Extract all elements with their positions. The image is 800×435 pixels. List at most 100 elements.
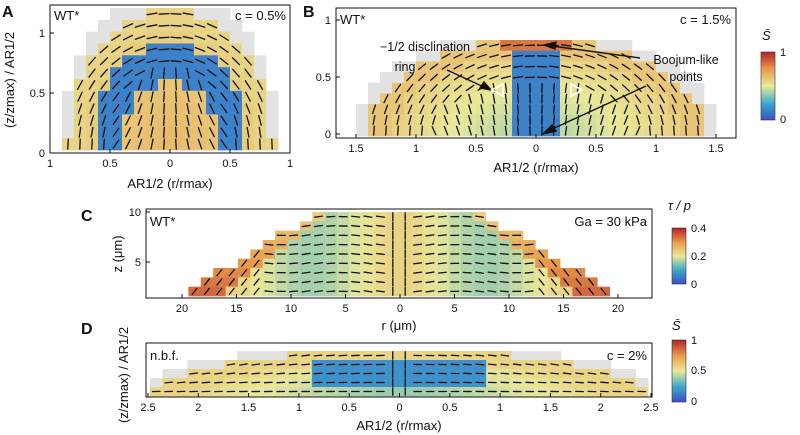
director-segment (553, 104, 555, 115)
director-segment (89, 91, 95, 102)
director-segment (186, 67, 190, 79)
disclination-marker-right (570, 82, 584, 98)
director-segment (351, 224, 361, 228)
colorbar-tau-title: τ / p (668, 198, 691, 213)
director-segment (301, 372, 311, 375)
director-segment (125, 91, 131, 102)
director-segment (646, 73, 654, 82)
director-segment (78, 114, 82, 126)
director-segment (253, 259, 260, 268)
director-segment (233, 103, 239, 114)
heatmap-empty-cell (249, 351, 263, 361)
director-segment (351, 290, 361, 293)
director-segment (487, 271, 497, 274)
heatmap-empty-cell (548, 351, 562, 361)
panel-d-condition: c = 2% (607, 348, 648, 363)
director-segment (371, 104, 377, 115)
heatmap-empty-cell (237, 351, 250, 361)
director-segment (301, 280, 311, 284)
director-segment (301, 243, 311, 246)
director-segment (419, 104, 425, 115)
panel-c-ylabel: z (μm) (110, 235, 125, 272)
panel-c-xlabel: r (μm) (382, 318, 417, 333)
director-segment (671, 104, 677, 115)
annotation-disclination-line2: ring (395, 60, 416, 74)
director-segment (123, 69, 133, 77)
director-segment (134, 70, 146, 76)
director-segment (175, 91, 177, 103)
director-segment (313, 363, 323, 366)
director-segment (425, 224, 435, 228)
heatmap-empty-cell (596, 40, 609, 52)
director-segment (462, 225, 472, 227)
director-segment (226, 372, 236, 375)
director-segment (635, 104, 641, 114)
director-segment (633, 73, 643, 81)
director-segment (499, 253, 509, 255)
panel-a-genotype: WT* (54, 8, 79, 23)
director-segment (170, 60, 182, 63)
director-segment (418, 73, 426, 82)
director-segment (548, 65, 560, 68)
director-segment (550, 381, 560, 384)
director-segment (244, 68, 252, 78)
heatmap-empty-cell (623, 369, 636, 379)
director-segment (587, 278, 595, 286)
director-segment (474, 243, 485, 246)
director-segment (553, 114, 555, 126)
director-segment (289, 253, 299, 255)
director-segment (194, 58, 206, 64)
director-segment (301, 363, 311, 366)
director-segment (462, 234, 472, 237)
director-segment (538, 250, 545, 258)
director-segment (203, 278, 211, 286)
director-segment (487, 224, 497, 228)
director-segment (474, 262, 485, 265)
director-segment (241, 268, 248, 277)
director-segment (241, 278, 248, 286)
heatmap-empty-cell (656, 61, 669, 73)
director-segment (432, 115, 436, 125)
director-segment (443, 104, 449, 115)
director-segment (301, 262, 311, 265)
director-segment (453, 53, 463, 59)
director-segment (125, 127, 131, 138)
director-segment (258, 126, 262, 138)
director-segment (499, 262, 509, 265)
panel-c: C WT* Ga = 30 kPa 20 15 10 5 0 5 10 15 20 5 10 r (… (81, 207, 653, 333)
director-segment (289, 271, 299, 274)
x-tick-label: 0.5 (468, 143, 483, 155)
heatmap-empty-cell (194, 8, 207, 21)
director-segment (125, 115, 131, 126)
director-segment (112, 139, 120, 149)
director-segment (425, 234, 435, 237)
director-segment (646, 83, 654, 93)
director-segment (216, 287, 223, 296)
director-segment (289, 281, 299, 283)
director-segment (588, 93, 592, 104)
heatmap-empty-cell (230, 19, 243, 33)
director-segment (525, 363, 535, 366)
x-tick-label: 0.5 (342, 402, 357, 414)
director-segment (487, 290, 497, 293)
heatmap-empty-cell (440, 40, 453, 52)
director-segment (256, 79, 264, 90)
heatmap-empty-cell (74, 55, 87, 68)
director-segment (468, 115, 472, 125)
director-segment (512, 76, 524, 79)
colorbar-tau: τ / p 0.4 0.2 0 (668, 198, 706, 291)
director-segment (524, 280, 534, 284)
director-segment (463, 363, 472, 366)
director-segment (231, 45, 241, 54)
panel-d-xlabel: AR1/2 (r/rmax) (356, 418, 441, 433)
director-segment (512, 65, 524, 68)
director-segment (150, 67, 154, 79)
x-tick-label: 1 (413, 143, 419, 155)
heatmap-empty-cell (74, 67, 87, 80)
director-segment (163, 102, 165, 115)
x-tick-label: 1 (287, 158, 293, 170)
director-segment (659, 94, 665, 104)
x-tick-label: 1 (47, 158, 53, 170)
director-segment (453, 63, 463, 70)
director-segment (437, 243, 447, 246)
